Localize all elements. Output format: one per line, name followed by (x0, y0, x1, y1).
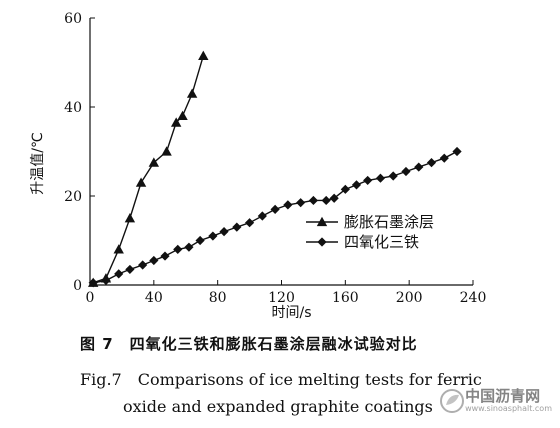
series-2-point (208, 231, 218, 241)
chart-series (87, 50, 462, 288)
series-1-point (177, 110, 188, 121)
series-1-point (135, 177, 147, 187)
legend-marker-2 (317, 237, 327, 247)
watermark-text: 中国沥青网 (465, 387, 541, 406)
x-tick-label: 200 (396, 290, 423, 306)
series-2-point (138, 260, 148, 270)
x-tick-label: 40 (145, 290, 163, 306)
figure-caption-chinese: 图 7 四氧化三铁和膨胀石墨涂层融冰试验对比 (80, 335, 418, 353)
legend-label-2: 四氧化三铁 (344, 233, 419, 251)
chart-canvas: 0 40 80 120 160 200 240 0 20 40 60 时间/s 升温值/℃ 膨胀石墨… (30, 11, 486, 320)
series-2-point (101, 275, 111, 286)
series-2-point (88, 278, 98, 288)
series-1-point (113, 244, 124, 254)
series-2-point (321, 195, 331, 206)
figure-caption-english-line2: oxide and expanded graphite coatings (123, 397, 433, 416)
series-2-point (439, 153, 449, 163)
series-2-point (270, 204, 280, 214)
series-2-point (401, 166, 411, 177)
series-1-point (124, 213, 136, 223)
x-tick-label: 80 (209, 290, 227, 306)
watermark-url: www.sinoasphalt.com (465, 403, 552, 413)
series-2-point (329, 193, 339, 203)
x-tick-label: 240 (460, 290, 487, 306)
series-2-point (149, 255, 159, 266)
series-2-point (244, 218, 255, 228)
legend-marker-1 (316, 216, 328, 227)
series-2-point (308, 195, 319, 206)
series-2-point (414, 162, 424, 172)
series-2-point (160, 251, 170, 261)
series-1-point (186, 88, 198, 98)
series-1-point (161, 146, 172, 156)
series-2-point (375, 173, 386, 183)
series-2-point (351, 180, 362, 190)
series-2-point (125, 264, 135, 275)
y-axis-label: 升温值/℃ (30, 132, 46, 194)
series-1-point (170, 117, 182, 127)
figure-caption-english-line1: Fig.7 Comparisons of ice melting tests f… (80, 370, 482, 389)
legend-label-1: 膨胀石墨涂层 (344, 213, 434, 231)
series-2-point (114, 269, 124, 279)
series-1-point (198, 50, 209, 60)
series-2-point (283, 200, 293, 210)
watermark-leaf-icon (440, 389, 465, 413)
series-2-point (340, 184, 350, 194)
series-2-point (232, 222, 242, 232)
x-tick-label: 120 (268, 290, 295, 306)
series-2-point (257, 211, 267, 221)
series-2-point (195, 235, 205, 246)
y-tick-label: 0 (73, 278, 82, 294)
series-2-point (363, 175, 373, 186)
watermark-logo: 中国沥青网 www.sinoasphalt.com (439, 388, 552, 414)
x-axis-label: 时间/s (271, 305, 311, 320)
series-2-point (426, 158, 437, 168)
series-2-point (184, 242, 194, 252)
chart-ticks: 0 40 80 120 160 200 240 0 20 40 60 (64, 11, 486, 306)
x-tick-label: 0 (86, 290, 95, 306)
series-2-point (173, 244, 183, 254)
y-tick-label: 40 (64, 100, 82, 116)
y-tick-label: 60 (64, 11, 82, 27)
series-2-point (388, 171, 398, 181)
series-2-point (452, 146, 462, 157)
y-tick-label: 20 (64, 189, 82, 205)
x-tick-label: 160 (332, 290, 359, 306)
series-1-point (148, 157, 160, 167)
series-2-point (296, 198, 306, 208)
series-2-point (219, 227, 229, 237)
